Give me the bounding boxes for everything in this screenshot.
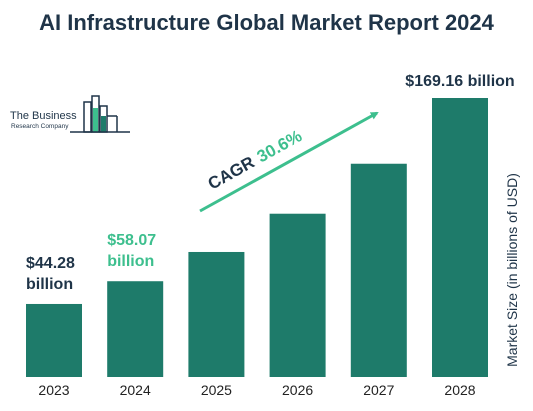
bar-2026 (269, 213, 326, 377)
data-label-2024-unit: billion (107, 253, 154, 270)
company-logo: The Business Research Company (10, 94, 135, 136)
bar-2024 (107, 281, 164, 377)
bar-2027 (350, 163, 407, 377)
logo-subname: Research Company (11, 123, 69, 130)
data-label-2023-value: $44.28 (26, 255, 75, 272)
bar-2028 (432, 98, 488, 377)
x-tick-2027: 2027 (363, 382, 394, 398)
x-tick-2023: 2023 (38, 382, 69, 398)
cagr-label: CAGR (205, 153, 258, 194)
x-tick-2026: 2026 (282, 382, 313, 398)
x-tick-2025: 2025 (201, 382, 232, 398)
cagr-value: 30.6% (254, 126, 305, 166)
bar-2023 (26, 303, 82, 377)
data-label-2024-value: $58.07 (107, 232, 156, 249)
logo-buildings-icon (70, 95, 130, 133)
bar-2025 (188, 251, 245, 377)
x-tick-2024: 2024 (120, 382, 151, 398)
data-label-2023-unit: billion (26, 276, 73, 293)
data-label-2028: $169.16 billion (405, 73, 514, 90)
x-tick-2028: 2028 (444, 382, 475, 398)
logo-name: The Business (10, 110, 77, 122)
chart-title: AI Infrastructure Global Market Report 2… (39, 10, 494, 35)
y-axis-label: Market Size (in billions of USD) (504, 173, 520, 367)
cagr-arrow (199, 111, 379, 213)
